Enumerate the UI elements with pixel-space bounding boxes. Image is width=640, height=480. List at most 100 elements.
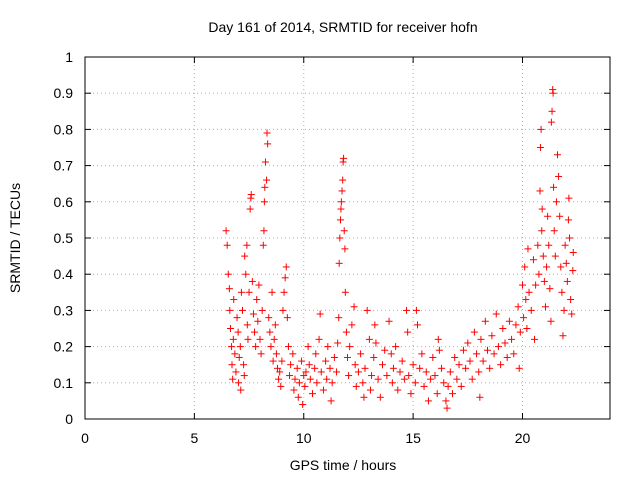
data-point [407, 390, 415, 398]
data-point [249, 310, 257, 318]
data-point [269, 357, 277, 365]
data-point [529, 256, 537, 264]
y-tick-label: 1 [65, 49, 73, 65]
data-point [239, 306, 246, 314]
data-point [328, 379, 336, 387]
data-point [449, 390, 456, 398]
data-point [286, 372, 294, 380]
data-point [276, 368, 284, 376]
x-tick-label: 5 [190, 430, 198, 446]
x-tick-label: 10 [296, 430, 312, 446]
data-point [305, 361, 313, 369]
data-point [457, 382, 465, 390]
y-tick-label: 0.4 [54, 266, 74, 282]
data-point [422, 368, 430, 376]
data-point [279, 306, 287, 314]
data-point [525, 288, 533, 296]
data-point [541, 303, 549, 311]
data-point [235, 379, 243, 387]
data-point [231, 350, 239, 358]
data-point [565, 194, 573, 202]
data-point [228, 361, 236, 369]
data-point [333, 368, 341, 376]
y-tick-label: 0 [65, 411, 73, 427]
data-point [501, 339, 509, 347]
data-point [431, 372, 439, 380]
data-point [543, 263, 551, 271]
data-point [403, 306, 411, 314]
data-point [566, 234, 574, 242]
data-point [567, 296, 575, 304]
data-point [278, 357, 286, 365]
data-point [388, 379, 396, 387]
data-point [339, 176, 347, 184]
data-point [540, 277, 548, 285]
data-point [323, 375, 331, 383]
x-tick-label: 15 [405, 430, 421, 446]
data-point [275, 375, 283, 383]
data-point [442, 397, 450, 405]
data-point [248, 277, 256, 285]
data-point [258, 306, 266, 314]
data-point [381, 346, 389, 354]
data-point [374, 375, 382, 383]
data-point [224, 270, 232, 278]
data-point [544, 212, 552, 220]
data-point [226, 325, 234, 332]
data-point [520, 314, 528, 322]
data-point [268, 288, 276, 296]
data-point [515, 364, 523, 372]
data-point [383, 372, 391, 380]
data-point [366, 386, 374, 394]
data-point [261, 158, 269, 166]
data-point [550, 227, 558, 235]
data-point [230, 296, 238, 304]
data-point [243, 321, 251, 329]
data-point [411, 379, 419, 387]
data-point [414, 321, 421, 329]
data-point [336, 234, 344, 242]
data-point [229, 335, 237, 343]
data-point [476, 393, 484, 401]
data-point [548, 107, 556, 115]
data-point [547, 317, 555, 325]
data-point [272, 350, 280, 358]
data-point [242, 270, 250, 278]
plot-frame [84, 56, 611, 420]
data-point [486, 364, 494, 372]
data-point [479, 357, 487, 365]
data-point [420, 382, 428, 390]
data-point [363, 306, 371, 314]
data-point [365, 335, 373, 343]
data-point [539, 252, 547, 260]
data-point [300, 372, 308, 380]
x-tick-label: 20 [515, 430, 531, 446]
data-point [361, 364, 369, 372]
data-point [252, 343, 260, 351]
data-point [312, 350, 320, 358]
data-point [438, 364, 446, 372]
data-point [424, 397, 432, 405]
data-point [440, 379, 448, 387]
data-point [306, 375, 314, 383]
data-point [316, 310, 324, 318]
data-point [394, 386, 402, 394]
data-point [346, 343, 354, 351]
data-point [293, 364, 301, 372]
y-tick-label: 0.5 [54, 230, 74, 246]
data-point [298, 357, 306, 365]
data-point [434, 335, 442, 343]
data-point [359, 379, 367, 387]
data-point [340, 227, 348, 235]
data-point [341, 245, 349, 253]
data-point [538, 205, 546, 213]
data-point [337, 198, 345, 206]
data-point [270, 335, 278, 343]
data-point [255, 281, 263, 289]
data-point [259, 241, 267, 249]
data-point [281, 274, 289, 282]
data-point [508, 335, 516, 343]
data-point [371, 321, 379, 329]
data-point [315, 335, 323, 343]
data-point [253, 296, 261, 304]
